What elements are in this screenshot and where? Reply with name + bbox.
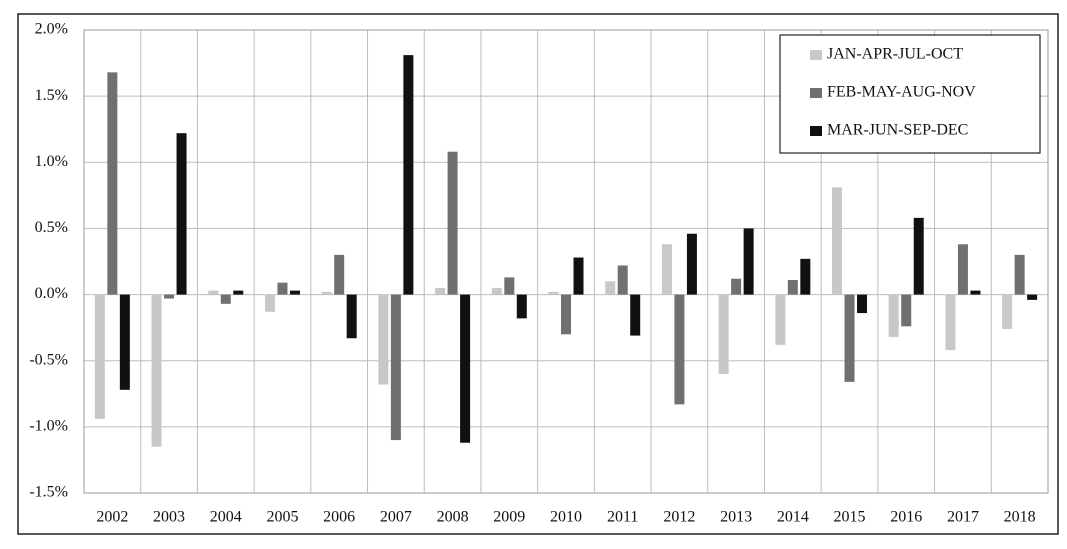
bar — [289, 290, 300, 295]
bar — [1014, 254, 1025, 295]
bar — [913, 217, 924, 295]
bar — [107, 72, 118, 295]
bar — [1027, 294, 1038, 300]
bar — [686, 233, 697, 295]
bar — [119, 294, 130, 390]
bar — [233, 290, 244, 295]
x-tick-label: 2003 — [153, 509, 185, 526]
plot-border — [83, 29, 1049, 494]
bar — [334, 254, 345, 295]
bar — [844, 294, 855, 382]
bar — [435, 287, 446, 295]
bar — [151, 294, 162, 447]
legend-label: JAN-APR-JUL-OCT — [827, 46, 963, 63]
x-tick-label: 2008 — [437, 509, 469, 526]
bar — [208, 290, 219, 295]
bar — [743, 228, 754, 295]
bar — [832, 187, 843, 295]
x-tick-label: 2014 — [777, 509, 809, 526]
x-tick-label: 2007 — [380, 509, 412, 526]
legend-swatch — [810, 50, 822, 60]
bar — [220, 294, 231, 304]
bar — [277, 282, 288, 295]
bar — [573, 257, 584, 295]
y-tick-label: 1.0% — [35, 153, 68, 170]
bar — [970, 290, 981, 295]
bar — [775, 294, 786, 345]
legend: JAN-APR-JUL-OCT FEB-MAY-AUG-NOV MAR-JUN-SE… — [779, 34, 1041, 154]
bar — [901, 294, 912, 327]
y-tick-label: 1.5% — [35, 87, 68, 104]
x-tick-label: 2016 — [890, 509, 922, 526]
bar — [661, 244, 672, 295]
bar — [164, 294, 175, 299]
y-tick-label: -0.5% — [29, 351, 68, 368]
bar — [321, 291, 332, 295]
x-tick-label: 2010 — [550, 509, 582, 526]
x-tick-label: 2004 — [210, 509, 242, 526]
x-tick-label: 2015 — [834, 509, 866, 526]
legend-swatch — [810, 126, 822, 136]
bar — [94, 294, 105, 419]
bar — [617, 265, 628, 295]
y-tick-label: 0.0% — [35, 285, 68, 302]
bar — [888, 294, 899, 337]
bar — [176, 133, 187, 295]
bar — [346, 294, 357, 339]
y-tick-label: 2.0% — [35, 21, 68, 38]
bar — [516, 294, 527, 319]
y-tick-label: -1.0% — [29, 418, 68, 435]
x-tick-label: 2017 — [947, 509, 979, 526]
x-tick-label: 2009 — [493, 509, 525, 526]
bar — [390, 294, 401, 441]
bar — [1002, 294, 1013, 329]
bar — [718, 294, 729, 374]
x-tick-label: 2002 — [96, 509, 128, 526]
x-tick-label: 2006 — [323, 509, 355, 526]
x-tick-label: 2018 — [1004, 509, 1036, 526]
bar — [731, 278, 742, 295]
x-tick-label: 2013 — [720, 509, 752, 526]
bar — [674, 294, 685, 405]
bar — [561, 294, 571, 335]
x-tick-label: 2012 — [663, 509, 695, 526]
bar — [403, 55, 414, 295]
bar — [957, 244, 968, 295]
bar — [945, 294, 956, 351]
bar — [460, 294, 471, 443]
legend-label: MAR-JUN-SEP-DEC — [827, 122, 968, 139]
bar — [447, 151, 458, 295]
y-tick-label: 0.5% — [35, 219, 68, 236]
bar — [491, 287, 502, 295]
bar — [800, 258, 811, 295]
x-tick-label: 2011 — [607, 509, 638, 526]
legend-swatch — [810, 88, 822, 98]
x-tick-label: 2005 — [266, 509, 298, 526]
bar — [787, 280, 798, 295]
bar — [857, 294, 868, 314]
bar — [504, 277, 515, 295]
bar — [378, 294, 389, 385]
legend-label: FEB-MAY-AUG-NOV — [827, 84, 976, 101]
bar — [630, 294, 641, 336]
bar — [264, 294, 275, 312]
bar — [548, 291, 559, 295]
y-tick-label: -1.5% — [29, 484, 68, 501]
legend-box — [779, 34, 1041, 154]
bar — [605, 281, 616, 295]
